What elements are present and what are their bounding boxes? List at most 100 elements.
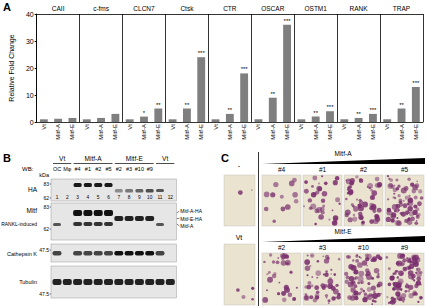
svg-text:***: *** <box>412 80 420 86</box>
svg-text:Mitf-E: Mitf-E <box>370 124 376 140</box>
svg-text:#2: #2 <box>360 166 368 173</box>
svg-text:Mitf-E: Mitf-E <box>112 124 118 140</box>
svg-text:#9: #9 <box>147 166 153 172</box>
svg-text:CTR: CTR <box>223 5 237 12</box>
svg-text:83: 83 <box>43 181 49 187</box>
svg-text:Mitf-A: Mitf-A <box>270 124 276 140</box>
svg-text:Mitf-A: Mitf-A <box>356 124 362 140</box>
svg-text:A: A <box>3 1 11 13</box>
svg-text:Vt: Vt <box>84 124 90 130</box>
svg-text:Mφ: Mφ <box>63 166 72 172</box>
svg-text:#2: #2 <box>95 166 101 172</box>
svg-text:62: 62 <box>43 226 49 232</box>
svg-text:83: 83 <box>43 204 49 210</box>
svg-text:CLCN7: CLCN7 <box>133 5 155 12</box>
svg-text:OSCAR: OSCAR <box>261 5 284 12</box>
svg-text:1: 1 <box>56 195 59 200</box>
svg-text:Mitf-A: Mitf-A <box>85 155 103 162</box>
svg-text:Mitf-A: Mitf-A <box>184 124 190 140</box>
svg-text:**: ** <box>270 91 275 97</box>
svg-text:Vt: Vt <box>59 155 65 162</box>
svg-text:***: *** <box>198 50 206 56</box>
svg-text:#4: #4 <box>75 166 81 172</box>
svg-text:#3: #3 <box>319 244 327 251</box>
svg-text:*: * <box>143 110 146 116</box>
svg-text:Vt: Vt <box>384 124 390 130</box>
svg-text:C: C <box>221 152 229 164</box>
svg-text:11: 11 <box>158 195 163 200</box>
svg-text:Mitf-A: Mitf-A <box>399 124 405 140</box>
svg-text:12: 12 <box>168 195 174 200</box>
svg-text:***: *** <box>284 18 292 24</box>
svg-text:Vt: Vt <box>213 124 219 130</box>
svg-text:#10: #10 <box>135 166 144 172</box>
svg-text:Vt: Vt <box>255 124 261 130</box>
svg-text:Mitf-E: Mitf-E <box>413 124 419 140</box>
svg-text:Vt: Vt <box>41 124 47 130</box>
svg-text:Mitf-A-HA: Mitf-A-HA <box>180 208 202 214</box>
svg-text:Vt: Vt <box>127 124 133 130</box>
svg-text:Mitf-E: Mitf-E <box>284 124 290 140</box>
svg-text:6: 6 <box>107 195 110 200</box>
svg-text:TRAP: TRAP <box>393 5 410 12</box>
svg-text:Mitf-E: Mitf-E <box>327 124 333 140</box>
svg-text:#1: #1 <box>85 166 91 172</box>
svg-text:RANKL-induced: RANKL-induced <box>1 221 37 227</box>
svg-text:Mitf-A: Mitf-A <box>180 223 194 229</box>
svg-text:OSTM1: OSTM1 <box>304 5 327 12</box>
svg-text:Vt: Vt <box>298 124 304 130</box>
svg-text:Mitf-E: Mitf-E <box>335 228 353 235</box>
svg-text:2: 2 <box>66 195 69 200</box>
svg-text:Mitf-A: Mitf-A <box>55 124 61 140</box>
svg-text:#2: #2 <box>116 166 122 172</box>
svg-text:9: 9 <box>138 195 141 200</box>
svg-text:**: ** <box>185 102 190 108</box>
svg-text:Tubulin: Tubulin <box>19 279 37 285</box>
svg-text:Mitf-A: Mitf-A <box>313 124 319 140</box>
svg-text:OC: OC <box>53 166 61 172</box>
svg-text:Mitf-A: Mitf-A <box>335 150 353 157</box>
svg-text:47.5: 47.5 <box>39 291 49 297</box>
svg-text:0: 0 <box>30 119 34 126</box>
svg-text:47.5: 47.5 <box>39 247 49 253</box>
svg-text:Mitf-E: Mitf-E <box>241 124 247 140</box>
svg-text:20: 20 <box>26 65 34 72</box>
svg-text:**: ** <box>313 110 318 116</box>
svg-text:Mitf-A: Mitf-A <box>227 124 233 140</box>
svg-text:#5: #5 <box>401 166 409 173</box>
svg-text:#10: #10 <box>358 244 369 251</box>
svg-text:B: B <box>3 152 11 164</box>
svg-text:Vt: Vt <box>236 234 243 241</box>
svg-text:c-fms: c-fms <box>93 5 110 12</box>
svg-text:Relative Fold Change: Relative Fold Change <box>8 34 16 101</box>
svg-text:Vt: Vt <box>170 124 176 130</box>
svg-text:30: 30 <box>26 38 34 45</box>
svg-text:40: 40 <box>26 11 34 18</box>
svg-text:Mitf-E-HA: Mitf-E-HA <box>180 216 202 222</box>
svg-text:3: 3 <box>76 195 79 200</box>
svg-text:Vt: Vt <box>341 124 347 130</box>
svg-text:Vt: Vt <box>162 155 168 162</box>
svg-text:RANK: RANK <box>350 5 369 12</box>
svg-text:4: 4 <box>87 195 90 200</box>
svg-text:-: - <box>238 162 241 169</box>
svg-text:Mitf-E: Mitf-E <box>155 124 161 140</box>
svg-text:***: *** <box>369 107 377 113</box>
svg-text:8: 8 <box>128 195 131 200</box>
svg-text:CAII: CAII <box>52 5 65 12</box>
svg-text:7: 7 <box>117 195 120 200</box>
svg-text:#1: #1 <box>319 166 327 173</box>
svg-text:Mitf-A: Mitf-A <box>141 124 147 140</box>
svg-text:#4: #4 <box>278 166 286 173</box>
svg-text:Cathepsin K: Cathepsin K <box>7 251 37 257</box>
svg-text:Mitf-A: Mitf-A <box>98 124 104 140</box>
svg-text:**: ** <box>228 107 233 113</box>
svg-text:Mitf: Mitf <box>27 207 38 214</box>
svg-text:#5: #5 <box>105 166 111 172</box>
svg-text:#9: #9 <box>401 244 409 251</box>
svg-text:5: 5 <box>97 195 100 200</box>
svg-text:10: 10 <box>147 195 153 200</box>
svg-text:**: ** <box>156 102 161 108</box>
svg-text:Mitf-E: Mitf-E <box>69 124 75 140</box>
svg-text:Ctsk: Ctsk <box>180 5 194 12</box>
